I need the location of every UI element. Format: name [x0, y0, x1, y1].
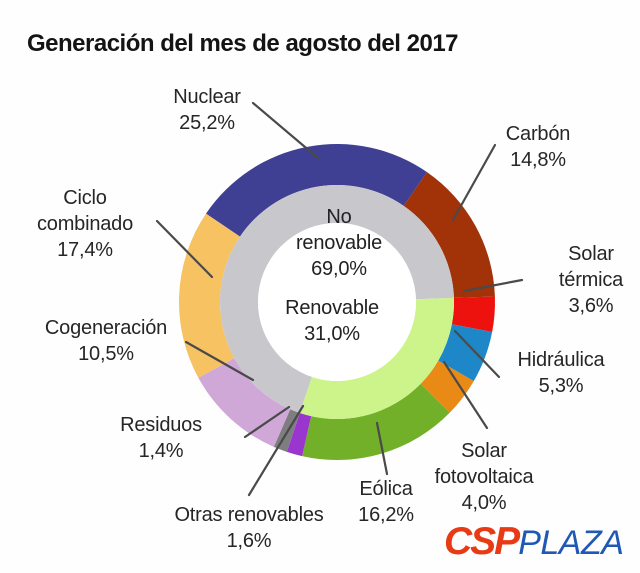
leader-line-nuclear	[251, 101, 320, 160]
label-line: Otras renovables	[174, 504, 324, 526]
center-label-renovable: Renovable 31,0%	[285, 295, 379, 347]
label-line: No	[326, 206, 352, 228]
cspplaza-logo: CSPPLAZA	[444, 520, 624, 572]
label-line: renovable	[295, 232, 383, 254]
chart-title: Generación del mes de agosto del 2017	[27, 30, 459, 58]
label-line: Residuos	[120, 414, 202, 436]
leader-line-ciclo-combinado	[155, 219, 214, 279]
label-line: Ciclo	[63, 187, 107, 209]
segment-label-solar-termica: Solar térmica 3,6%	[559, 241, 623, 319]
leader-line-residuos	[243, 405, 291, 439]
label-percentage: 5,3%	[538, 375, 584, 397]
label-percentage: 69,0%	[311, 258, 367, 280]
logo-plaza-text: PLAZA	[518, 524, 624, 562]
label-line: Carbón	[505, 123, 571, 145]
label-percentage: 10,5%	[78, 343, 134, 365]
segment-label-otras-renovables: Otras renovables 1,6%	[174, 502, 323, 554]
segment-hidraulica	[438, 324, 493, 382]
segment-eolica	[302, 383, 450, 461]
logo-csp-text: CSP	[444, 520, 520, 563]
segment-label-residuos: Residuos 1,4%	[120, 412, 202, 464]
leader-line-hidraulica	[453, 329, 501, 379]
label-percentage: 3,6%	[568, 295, 614, 317]
label-line: térmica	[558, 269, 624, 291]
label-percentage: 1,4%	[138, 440, 184, 462]
segment-solar-termica	[451, 296, 495, 333]
inner-ring-renovable	[299, 297, 455, 419]
center-label-no-renovable: No renovable 69,0%	[296, 204, 382, 282]
label-line: combinado	[36, 213, 134, 235]
leader-line-carbon	[451, 143, 497, 222]
inner-ring-no-renovable	[220, 184, 454, 413]
segment-label-cogeneracion: Cogeneración 10,5%	[45, 315, 167, 367]
leader-line-eolica	[375, 421, 389, 476]
segment-carbon	[403, 172, 495, 298]
leader-line-solar-fotovoltaica	[442, 360, 489, 430]
label-percentage: 14,8%	[510, 149, 566, 171]
label-line: Renovable	[285, 297, 379, 319]
label-percentage: 16,2%	[358, 504, 414, 526]
label-line: fotovoltaica	[434, 466, 534, 488]
segment-label-nuclear: Nuclear 25,2%	[173, 84, 241, 136]
label-line: Nuclear	[173, 86, 241, 108]
label-percentage: 25,2%	[179, 112, 235, 134]
label-percentage: 1,6%	[226, 530, 272, 552]
segment-label-ciclo-combinado: Ciclo combinado 17,4%	[37, 185, 133, 263]
segment-label-hidraulica: Hidráulica 5,3%	[518, 347, 605, 399]
segment-nuclear	[206, 143, 427, 237]
label-line: Solar	[461, 440, 507, 462]
label-line: Eólica	[359, 478, 413, 500]
segment-label-carbon: Carbón 14,8%	[505, 121, 571, 173]
label-percentage: 4,0%	[461, 492, 507, 514]
segment-solar-fotovoltaica	[420, 360, 474, 413]
label-line: Solar	[568, 243, 614, 265]
leader-line-otras-renovables	[247, 404, 305, 497]
label-percentage: 31,0%	[304, 323, 360, 345]
segment-cogeneracion	[198, 358, 291, 447]
segment-label-solar-fotovoltaica: Solar fotovoltaica 4,0%	[435, 438, 534, 516]
donut-hole	[258, 223, 416, 381]
segment-otras-renovables	[286, 412, 312, 457]
label-percentage: 17,4%	[57, 239, 113, 261]
segment-ciclo-combinado	[178, 213, 240, 378]
label-line: Hidráulica	[517, 349, 605, 371]
label-line: Cogeneración	[44, 317, 168, 339]
segment-label-eolica: Eólica 16,2%	[358, 476, 414, 528]
leader-line-cogeneracion	[184, 340, 255, 382]
leader-line-solar-termica	[462, 278, 524, 293]
